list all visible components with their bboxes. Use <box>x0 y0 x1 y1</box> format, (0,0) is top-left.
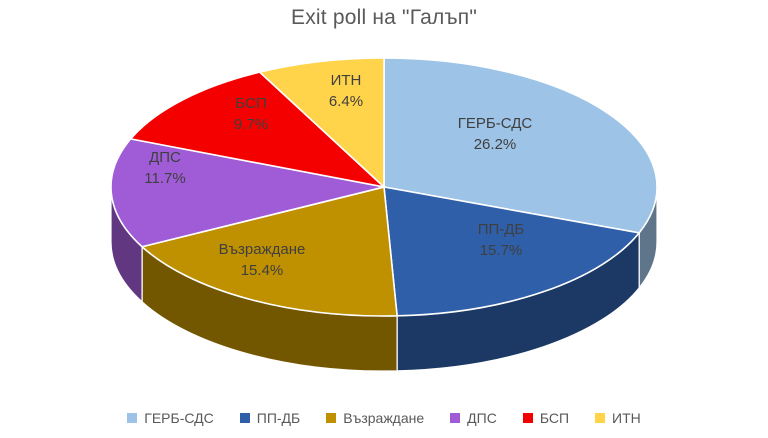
legend-label: ПП-ДБ <box>256 410 301 426</box>
pie-slice-label: Възраждане 15.4% <box>219 241 306 279</box>
legend-item: БСП <box>522 410 570 426</box>
pie-slice <box>129 71 385 188</box>
legend-swatch-icon <box>595 413 606 423</box>
pie-slice-label: ГЕРБ-СДС 26.2% <box>458 115 533 153</box>
legend-item: ИТН <box>595 410 641 426</box>
legend-swatch-icon <box>450 413 461 423</box>
legend-swatch-icon <box>127 413 138 423</box>
legend-label: ГЕРБ-СДС <box>144 410 214 426</box>
legend-swatch-icon <box>326 413 337 423</box>
pie-slice <box>383 186 640 317</box>
pie-slice <box>383 57 658 234</box>
chart-title: Exit poll на "Галъп" <box>290 6 477 29</box>
pie-slice <box>258 57 385 188</box>
pie-slice-label: БСП 9.7% <box>234 95 268 133</box>
legend-item: ДПС <box>450 410 497 426</box>
legend-label: ДПС <box>467 410 497 426</box>
pie-slice-label: ДПС 11.7% <box>144 149 185 187</box>
legend-item: ГЕРБ-СДС <box>127 410 214 426</box>
legend-item: ПП-ДБ <box>239 410 301 426</box>
legend-label: Възраждане <box>343 410 425 426</box>
legend-label: БСП <box>539 410 570 426</box>
pie-slice <box>141 186 398 317</box>
pie-slice <box>110 138 385 248</box>
pie-slice-label: ИТН 6.4% <box>329 72 363 110</box>
legend: ГЕРБ-СДС ПП-ДБ Възраждане ДПС БСП ИТН <box>0 410 768 426</box>
pie-slice-label: ПП-ДБ 15.7% <box>478 221 525 259</box>
legend-swatch-icon <box>239 413 250 423</box>
legend-swatch-icon <box>522 413 533 423</box>
legend-label: ИТН <box>612 410 641 426</box>
legend-item: Възраждане <box>326 410 424 426</box>
